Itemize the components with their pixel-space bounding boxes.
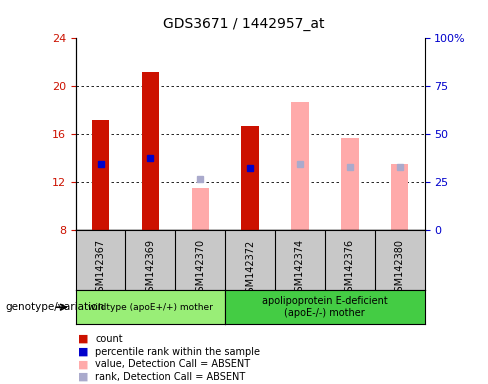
Bar [142,72,159,230]
Text: GSM142367: GSM142367 [96,239,105,298]
Text: percentile rank within the sample: percentile rank within the sample [95,347,260,357]
Text: genotype/variation: genotype/variation [5,302,104,312]
Text: count: count [95,334,123,344]
Text: apolipoprotein E-deficient
(apoE-/-) mother: apolipoprotein E-deficient (apoE-/-) mot… [262,296,388,318]
Bar [391,164,408,230]
Text: ■: ■ [78,334,88,344]
Bar [92,120,109,230]
Text: GSM142372: GSM142372 [245,239,255,299]
Bar [191,189,209,230]
Text: GSM142380: GSM142380 [395,239,405,298]
Text: ■: ■ [78,359,88,369]
Text: GSM142376: GSM142376 [345,239,355,298]
Text: ■: ■ [78,347,88,357]
Text: value, Detection Call = ABSENT: value, Detection Call = ABSENT [95,359,250,369]
Bar [291,102,309,230]
Text: wildtype (apoE+/+) mother: wildtype (apoE+/+) mother [88,303,213,312]
Bar [341,138,359,230]
Text: GSM142374: GSM142374 [295,239,305,298]
Text: GSM142370: GSM142370 [195,239,205,298]
Text: GSM142369: GSM142369 [145,239,155,298]
Text: ■: ■ [78,372,88,382]
Text: rank, Detection Call = ABSENT: rank, Detection Call = ABSENT [95,372,245,382]
Text: GDS3671 / 1442957_at: GDS3671 / 1442957_at [163,17,325,31]
Bar [242,126,259,230]
